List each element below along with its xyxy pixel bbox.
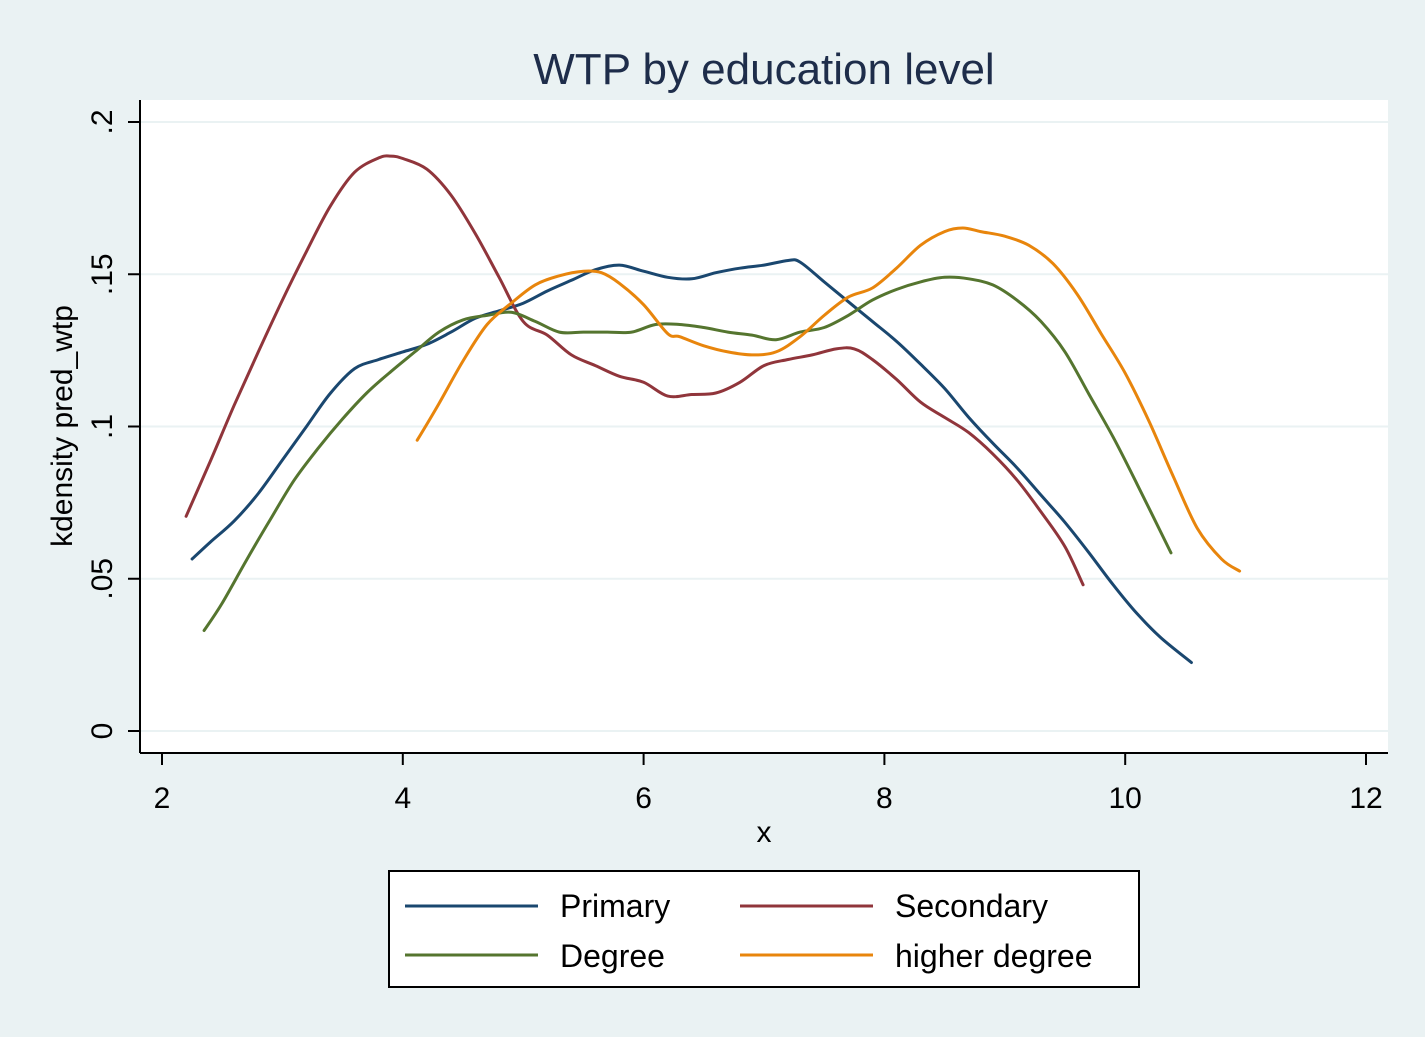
x-tick-label-0: 2 [154,782,171,815]
legend-label-higher-degree: higher degree [895,938,1092,974]
legend: Primary Secondary Degree higher degree [388,870,1140,988]
y-tick-label-4: .2 [86,109,119,134]
series-line-secondary [184,154,1085,587]
x-tick-label-4: 10 [1109,782,1142,815]
legend-label-primary: Primary [560,888,670,924]
y-tick-label-1: .05 [86,558,119,600]
x-tick-label-3: 8 [876,782,893,815]
y-axis-title: kdensity pred_wtp [46,305,79,547]
series-line-degree [202,275,1173,632]
y-tick-label-0: 0 [86,723,119,740]
y-ticks: 0 .05 .1 .15 .2 [86,109,140,739]
x-tick-label-5: 12 [1349,782,1382,815]
y-tick-label-3: .15 [86,253,119,295]
gridlines [140,121,1388,732]
x-ticks: 2 4 6 8 10 12 [154,753,1383,815]
chart-title: WTP by education level [533,45,994,94]
x-tick-label-2: 6 [635,782,652,815]
series-line-higher-degree [415,226,1242,573]
y-tick-label-2: .1 [86,414,119,439]
x-axis-title: x [757,816,772,849]
series-line-primary [190,258,1193,664]
series-group [184,154,1242,664]
legend-label-degree: Degree [560,938,665,974]
x-tick-label-1: 4 [394,782,411,815]
legend-box [388,870,1140,988]
legend-label-secondary: Secondary [895,888,1048,924]
